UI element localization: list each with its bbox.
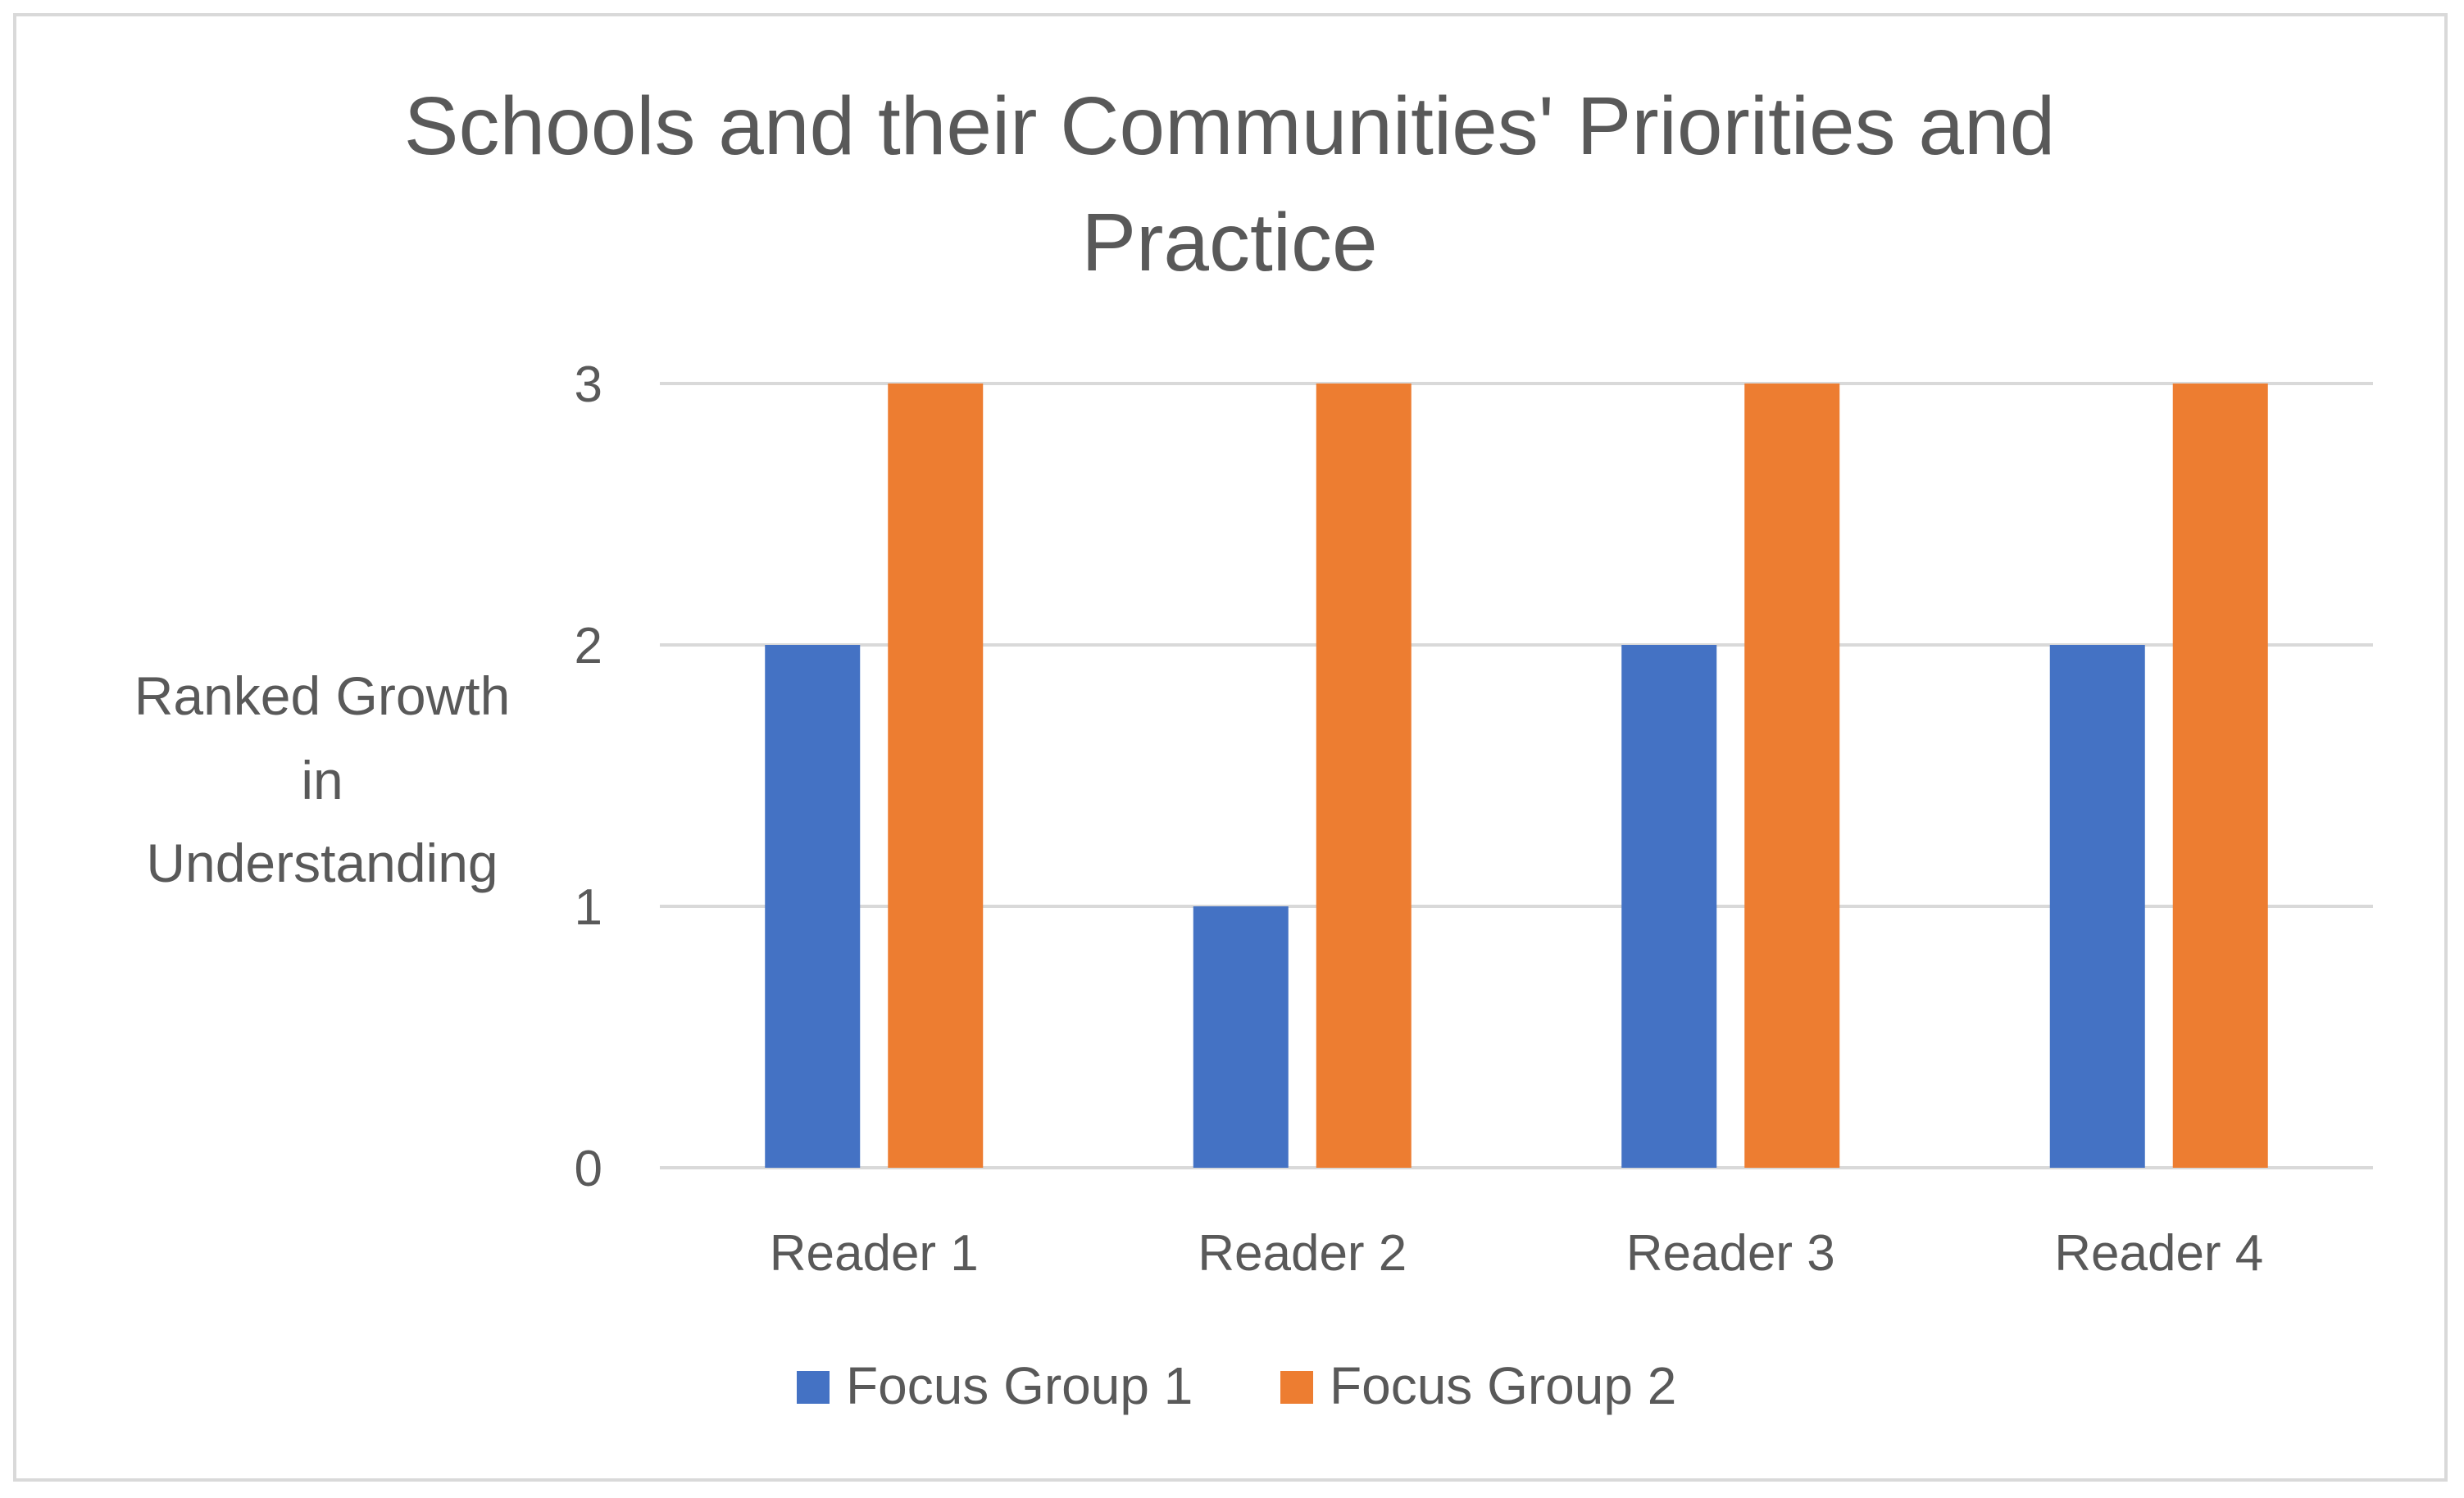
legend-swatch: [1280, 1371, 1313, 1404]
x-tick-label: Reader 3: [1626, 1225, 1835, 1282]
bar-focus-group-2-reader-3: [1744, 384, 1840, 1168]
y-tick-label: 2: [575, 618, 602, 674]
legend-label: Focus Group 1: [846, 1356, 1193, 1415]
x-axis-ticks: Reader 1 Reader 2 Reader 3 Reader 4: [770, 1225, 2264, 1282]
y-axis-label-line-1: Ranked Growth: [134, 665, 511, 726]
x-tick-label: Reader 4: [2054, 1225, 2263, 1282]
bar-focus-group-2-reader-2: [1316, 384, 1412, 1168]
y-tick-label: 3: [575, 356, 602, 413]
x-tick-label: Reader 1: [770, 1225, 979, 1282]
bar-focus-group-2-reader-1: [888, 384, 984, 1168]
bar-focus-group-1-reader-3: [1621, 645, 1717, 1168]
y-tick-label: 1: [575, 879, 602, 936]
y-axis-label-line-2: in: [301, 750, 343, 810]
bar-focus-group-2-reader-4: [2172, 384, 2268, 1168]
legend: Focus Group 1 Focus Group 2: [797, 1356, 1676, 1415]
chart-title-line-2: Practice: [1081, 197, 1377, 288]
y-tick-label: 0: [575, 1141, 602, 1197]
bar-focus-group-1-reader-4: [2049, 645, 2145, 1168]
bars: [765, 384, 2268, 1168]
chart-title: Schools and their Communities' Prioritie…: [404, 80, 2055, 288]
y-axis-ticks: 0 1 2 3: [575, 356, 602, 1197]
bar-focus-group-1-reader-2: [1193, 906, 1289, 1168]
chart-title-line-1: Schools and their Communities' Prioritie…: [404, 80, 2055, 172]
bar-focus-group-1-reader-1: [765, 645, 861, 1168]
legend-swatch: [797, 1371, 830, 1404]
legend-label: Focus Group 2: [1330, 1356, 1676, 1415]
y-axis-label-line-3: Understanding: [146, 833, 498, 893]
chart-frame: [13, 13, 2448, 1482]
y-axis-label: Ranked Growth in Understanding: [134, 665, 511, 893]
x-tick-label: Reader 2: [1198, 1225, 1407, 1282]
